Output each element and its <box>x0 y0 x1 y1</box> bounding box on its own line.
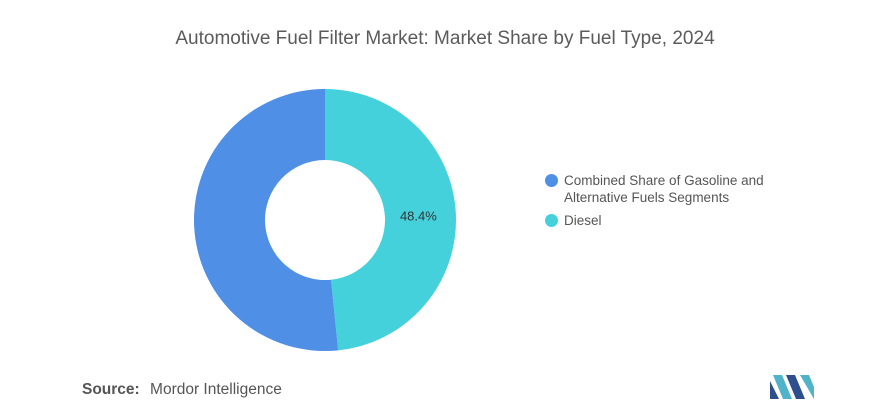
source-value: Mordor Intelligence <box>150 381 282 398</box>
source-label: Source: <box>82 381 140 398</box>
data-label-diesel: 48.4% <box>400 208 437 223</box>
slice-gasoline-alternative <box>194 89 339 351</box>
legend-label-diesel: Diesel <box>564 213 602 228</box>
legend-swatch-gasoline-alternative <box>545 174 558 187</box>
slice-diesel <box>325 89 457 351</box>
donut-chart: 48.4% <box>194 89 457 351</box>
legend-label-gasoline-alternative: Combined Share of Gasoline and Alternati… <box>564 173 764 205</box>
mordor-intelligence-logo-icon <box>770 375 814 399</box>
source-note: Source: Mordor Intelligence <box>82 381 282 399</box>
chart-title: Automotive Fuel Filter Market: Market Sh… <box>175 28 715 49</box>
legend-swatch-diesel <box>545 214 558 227</box>
legend-item-gasoline-alternative: Combined Share of Gasoline and Alternati… <box>545 172 805 206</box>
legend: Combined Share of Gasoline and Alternati… <box>545 172 805 235</box>
legend-item-diesel: Diesel <box>545 212 805 229</box>
